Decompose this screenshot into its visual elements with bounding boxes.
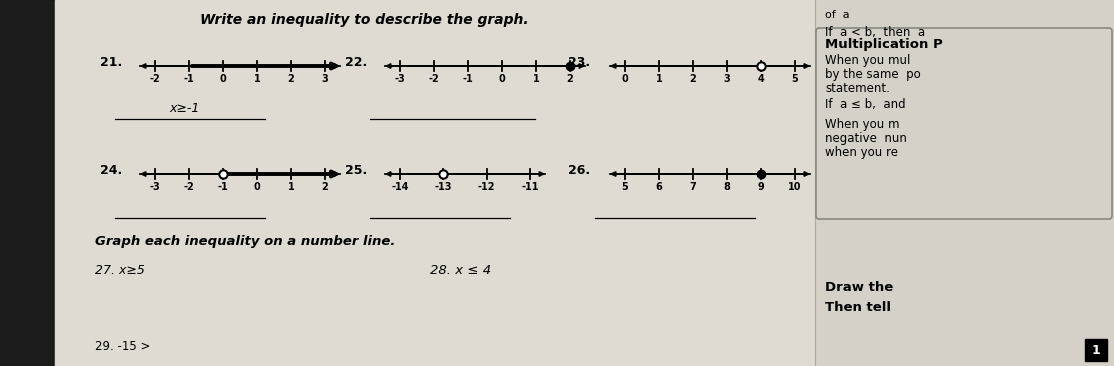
- Text: 0: 0: [254, 182, 261, 192]
- Bar: [0, 0, 55, 366]
- Text: 26.: 26.: [568, 164, 590, 178]
- Text: -11: -11: [521, 182, 539, 192]
- FancyBboxPatch shape: [815, 28, 1112, 219]
- Text: -3: -3: [149, 182, 160, 192]
- Text: -2: -2: [149, 74, 160, 84]
- Text: 0: 0: [219, 74, 226, 84]
- Text: 28. x ≤ 4: 28. x ≤ 4: [430, 265, 491, 277]
- Text: When you mul: When you mul: [825, 54, 910, 67]
- Text: 10: 10: [789, 182, 802, 192]
- Text: 21.: 21.: [100, 56, 123, 70]
- Text: 4: 4: [758, 74, 764, 84]
- Text: 25.: 25.: [344, 164, 367, 178]
- Text: 2: 2: [322, 182, 329, 192]
- Text: When you m: When you m: [825, 118, 899, 131]
- Text: 3: 3: [322, 74, 329, 84]
- Text: -1: -1: [462, 74, 473, 84]
- Text: -12: -12: [478, 182, 496, 192]
- Text: 2: 2: [567, 74, 574, 84]
- Text: 0: 0: [622, 74, 628, 84]
- Text: -13: -13: [434, 182, 452, 192]
- Text: 24.: 24.: [100, 164, 123, 178]
- Text: when you re: when you re: [825, 146, 898, 159]
- Text: Write an inequality to describe the graph.: Write an inequality to describe the grap…: [201, 13, 529, 27]
- Text: 1: 1: [287, 182, 294, 192]
- Text: 5: 5: [792, 74, 799, 84]
- Text: negative  nun: negative nun: [825, 132, 907, 145]
- Text: -14: -14: [391, 182, 409, 192]
- Text: 0: 0: [499, 74, 506, 84]
- Text: -1: -1: [184, 74, 194, 84]
- Text: Multiplication P: Multiplication P: [825, 38, 942, 51]
- Text: 1: 1: [1092, 344, 1101, 356]
- Text: statement.: statement.: [825, 82, 890, 95]
- Text: 1: 1: [656, 74, 663, 84]
- Text: 2: 2: [690, 74, 696, 84]
- Text: 23.: 23.: [568, 56, 590, 70]
- Text: 27. x≥5: 27. x≥5: [95, 265, 145, 277]
- Text: x≥-1: x≥-1: [169, 101, 201, 115]
- Text: 29. -15 >: 29. -15 >: [95, 340, 150, 352]
- Text: -2: -2: [429, 74, 439, 84]
- Text: 22.: 22.: [344, 56, 367, 70]
- Text: 6: 6: [656, 182, 663, 192]
- Text: If  a ≤ b,  and: If a ≤ b, and: [825, 98, 906, 111]
- Text: Draw the: Draw the: [825, 281, 893, 294]
- Text: 1: 1: [532, 74, 539, 84]
- Text: 7: 7: [690, 182, 696, 192]
- Text: 9: 9: [758, 182, 764, 192]
- Text: 2: 2: [287, 74, 294, 84]
- Text: Then tell: Then tell: [825, 301, 891, 314]
- Text: 8: 8: [724, 182, 731, 192]
- Text: -2: -2: [184, 182, 194, 192]
- Text: of  a: of a: [825, 10, 850, 20]
- Text: 5: 5: [622, 182, 628, 192]
- Text: 1: 1: [254, 74, 261, 84]
- Text: -3: -3: [394, 74, 405, 84]
- Text: by the same  po: by the same po: [825, 68, 921, 81]
- Text: -1: -1: [217, 182, 228, 192]
- Bar: [815, 0, 1114, 366]
- Bar: [1085, 339, 1107, 361]
- Text: Graph each inequality on a number line.: Graph each inequality on a number line.: [95, 235, 395, 247]
- Bar: [55, 0, 815, 366]
- Text: 3: 3: [724, 74, 731, 84]
- Text: If  a < b,  then  a: If a < b, then a: [825, 26, 925, 39]
